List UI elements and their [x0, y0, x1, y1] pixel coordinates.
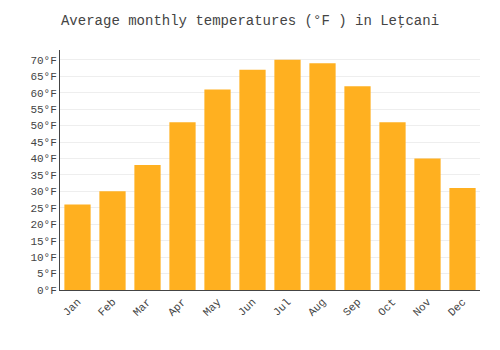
- svg-text:0°F: 0°F: [37, 285, 57, 297]
- svg-text:May: May: [201, 296, 224, 319]
- svg-text:10°F: 10°F: [30, 252, 56, 264]
- svg-text:Sep: Sep: [341, 296, 363, 318]
- svg-text:60°F: 60°F: [30, 88, 56, 100]
- svg-text:Average monthly temperatures (: Average monthly temperatures (°F ) in Le…: [61, 13, 439, 29]
- svg-text:Oct: Oct: [376, 296, 398, 318]
- svg-text:65°F: 65°F: [30, 71, 56, 83]
- svg-text:Mar: Mar: [131, 296, 153, 318]
- svg-text:15°F: 15°F: [30, 236, 56, 248]
- svg-text:25°F: 25°F: [30, 203, 56, 215]
- svg-text:Aug: Aug: [306, 296, 328, 318]
- svg-text:Jul: Jul: [271, 296, 293, 318]
- svg-text:Nov: Nov: [411, 296, 434, 319]
- svg-text:70°F: 70°F: [30, 55, 56, 67]
- svg-text:30°F: 30°F: [30, 186, 56, 198]
- svg-text:Feb: Feb: [96, 296, 118, 318]
- svg-text:Jan: Jan: [61, 296, 83, 318]
- svg-text:55°F: 55°F: [30, 104, 56, 116]
- svg-text:Dec: Dec: [446, 296, 468, 318]
- svg-text:Jun: Jun: [236, 296, 258, 318]
- svg-text:5°F: 5°F: [37, 268, 57, 280]
- svg-text:45°F: 45°F: [30, 137, 56, 149]
- svg-text:40°F: 40°F: [30, 153, 56, 165]
- svg-text:50°F: 50°F: [30, 120, 56, 132]
- svg-text:35°F: 35°F: [30, 170, 56, 182]
- svg-text:20°F: 20°F: [30, 219, 56, 231]
- svg-text:Apr: Apr: [166, 296, 188, 318]
